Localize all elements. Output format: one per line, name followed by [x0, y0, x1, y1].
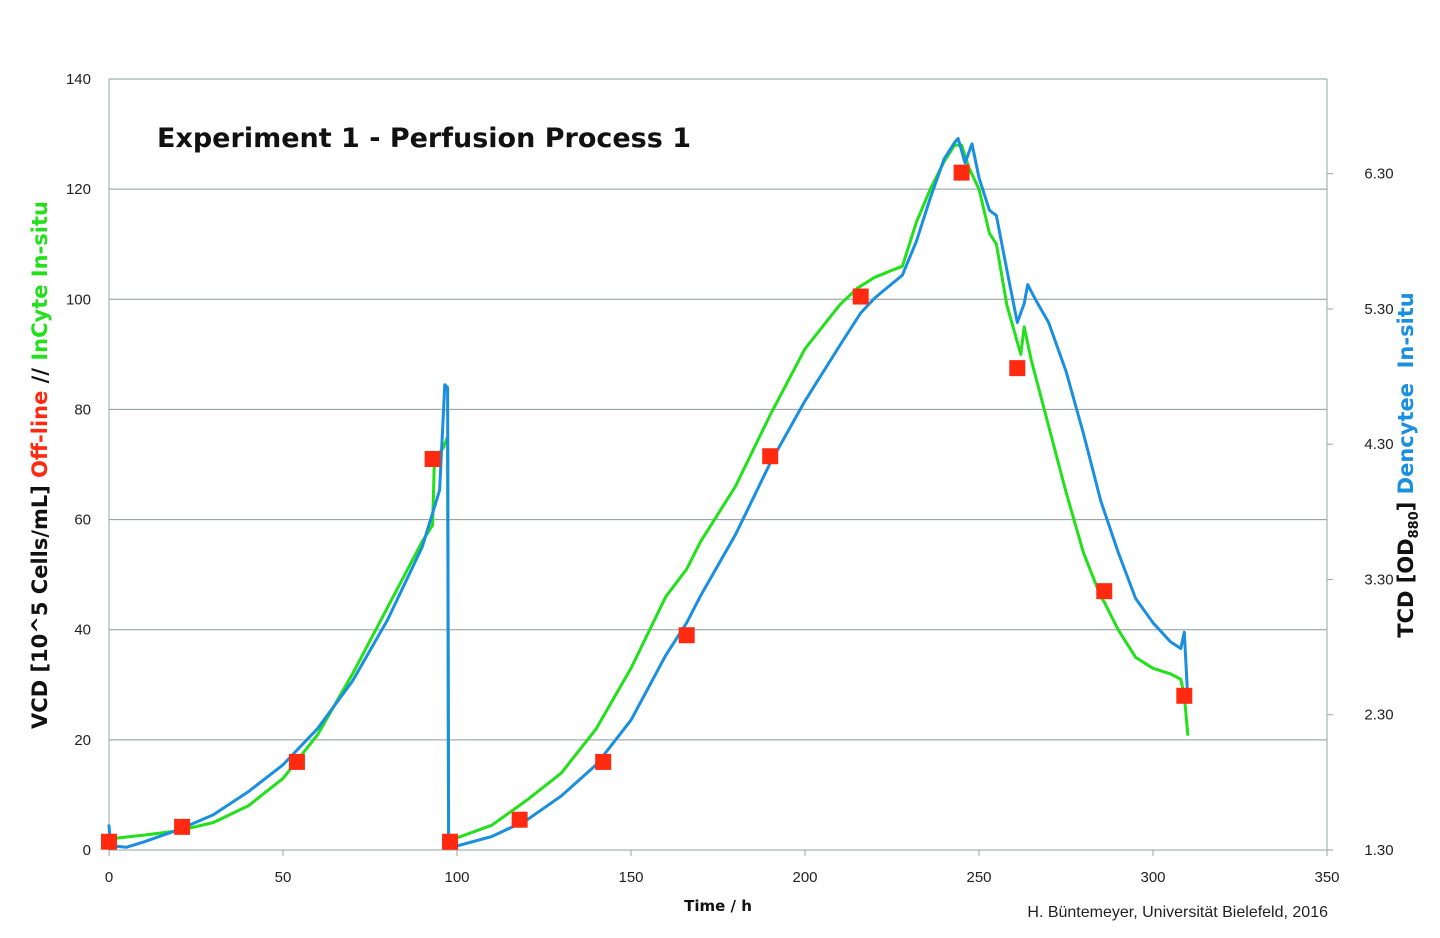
- x-tick-label: 50: [275, 869, 292, 886]
- credit-text: H. Büntemeyer, Universität Bielefeld, 20…: [1027, 904, 1328, 921]
- offline-marker: [852, 288, 869, 305]
- offline-marker: [511, 811, 528, 828]
- y-axis-title-prefix: VCD [10^5 Cells/mL]: [28, 478, 52, 729]
- y-tick-label: 40: [74, 622, 91, 639]
- offline-marker: [1096, 583, 1113, 600]
- chart-title: Experiment 1 - Perfusion Process 1: [157, 123, 691, 154]
- y-tick-label: 80: [74, 401, 91, 418]
- y2-axis-title-dencytee: Dencytee In-situ: [1394, 292, 1418, 494]
- y-tick-label: 100: [66, 291, 91, 308]
- x-tick-label: 250: [966, 869, 991, 886]
- offline-marker: [953, 164, 970, 181]
- x-axis-title: Time / h: [684, 897, 752, 915]
- offline-marker: [174, 818, 191, 835]
- y2-axis-title-subscript: 880: [1407, 511, 1422, 538]
- offline-marker: [1009, 360, 1026, 377]
- offline-marker: [678, 627, 695, 644]
- y2-tick-label: 4.30: [1364, 436, 1393, 453]
- offline-marker: [424, 450, 441, 467]
- offline-marker: [595, 753, 612, 770]
- y2-tick-label: 1.30: [1364, 842, 1393, 859]
- y2-axis-title-prefix: TCD [OD: [1394, 538, 1418, 637]
- y-tick-label: 20: [74, 732, 91, 749]
- series-lines: [107, 137, 1190, 851]
- x-tick-label: 200: [792, 869, 817, 886]
- offline-marker: [442, 833, 459, 850]
- gridlines: [109, 78, 1327, 741]
- y2-axis-title: TCD [OD880] Dencytee In-situ: [1394, 292, 1422, 638]
- y2-tick-label: 2.30: [1364, 707, 1393, 724]
- y2-tick-label: 3.30: [1364, 571, 1393, 588]
- dencytee-series-line: [107, 137, 1190, 851]
- x-tick-label: 0: [105, 869, 113, 886]
- y-axis-title-separator: //: [28, 361, 52, 391]
- y-axis-title-incyte: InCyte In-situ: [28, 201, 52, 361]
- x-tick-label: 100: [444, 869, 469, 886]
- y-axis-title: VCD [10^5 Cells/mL] Off-line // InCyte I…: [28, 201, 52, 729]
- y2-axis-title-suffix: ]: [1394, 494, 1418, 511]
- offline-marker: [1176, 687, 1193, 704]
- y-axis-title-offline: Off-line: [28, 391, 52, 478]
- y-tick-label: 0: [83, 842, 91, 859]
- offline-marker: [762, 448, 779, 465]
- x-tick-label: 350: [1314, 869, 1339, 886]
- axes: [108, 79, 1333, 856]
- x-tick-label: 300: [1140, 869, 1165, 886]
- y-tick-label: 140: [66, 71, 91, 88]
- y2-tick-label: 6.30: [1364, 166, 1393, 183]
- offline-marker: [101, 833, 117, 850]
- y2-tick-label: 5.30: [1364, 301, 1393, 318]
- offline-marker: [288, 753, 305, 770]
- y-tick-label: 120: [66, 181, 91, 198]
- tick-labels: 0 20 40 60 80 100 120 140 0 50 100 150 200 250 300 350 1…: [66, 71, 1394, 886]
- offline-markers: [101, 164, 1193, 850]
- y-tick-label: 60: [74, 512, 91, 529]
- x-tick-label: 150: [618, 869, 643, 886]
